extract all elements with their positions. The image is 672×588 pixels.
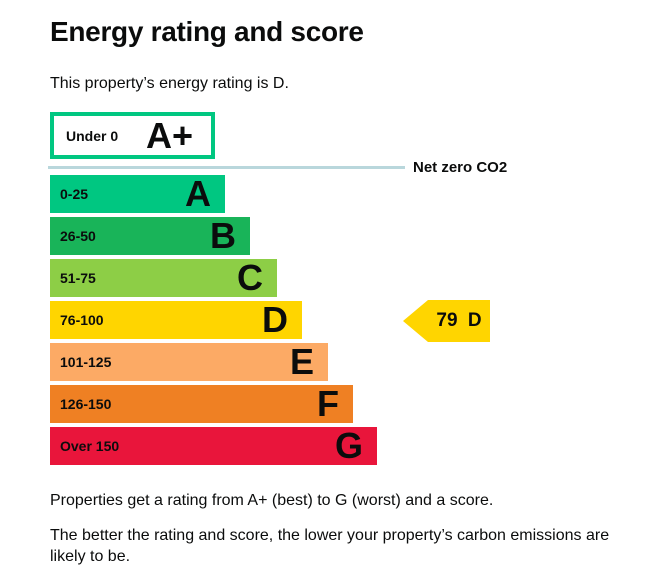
band-letter: F [317, 383, 339, 425]
score-indicator-value: 79 D [428, 300, 490, 343]
band-letter: A+ [145, 114, 193, 156]
net-zero-row: Net zero CO2 [48, 158, 622, 176]
band-range-label: 76-100 [60, 312, 104, 329]
score-indicator: 79 D [403, 300, 490, 343]
band-row-g: Over 150 G [50, 425, 377, 467]
net-zero-label: Net zero CO2 [413, 158, 508, 176]
band-letter: G [334, 425, 363, 467]
band-range-label: 26-50 [60, 228, 96, 245]
band-row-c: 51-75 C [50, 257, 277, 299]
band-range-label: Under 0 [66, 127, 119, 144]
band-row-a: 0-25 A [50, 173, 225, 215]
rating-summary: This property’s energy rating is D. [50, 75, 289, 93]
band-row-e: 101-125 E [50, 341, 328, 383]
band-letter: B [210, 215, 236, 257]
band-range-label: 51-75 [60, 270, 96, 287]
band-range-label: 0-25 [60, 186, 89, 203]
bands: Under 0 A+ Net zero CO2 0-25 A 26-50 B 51-75 C 76… [48, 112, 622, 467]
band-row-b: 26-50 B [50, 215, 250, 257]
rating-detail: The better the rating and score, the low… [50, 526, 610, 565]
band-letter: E [289, 341, 314, 383]
page-title: Energy rating and score [50, 16, 364, 47]
band-row-f: 126-150 F [50, 383, 353, 425]
band-letter: D [262, 299, 288, 341]
band-letter: C [237, 257, 263, 299]
score-indicator-arrow-icon [403, 300, 428, 343]
rating-chart: Under 0 A+ Net zero CO2 0-25 A 26-50 B 51-75 C 76… [48, 112, 622, 467]
band-letter: A [185, 173, 211, 215]
band-range-label: 126-150 [60, 396, 112, 413]
band-range-label: 101-125 [60, 354, 112, 371]
band-range-label: Over 150 [60, 438, 120, 455]
rating-explanation: Properties get a rating from A+ (best) t… [50, 492, 494, 510]
band-row-d: 76-100 D [50, 299, 302, 341]
band-row-a-plus: Under 0 A+ [50, 112, 215, 160]
net-zero-line [48, 165, 405, 169]
